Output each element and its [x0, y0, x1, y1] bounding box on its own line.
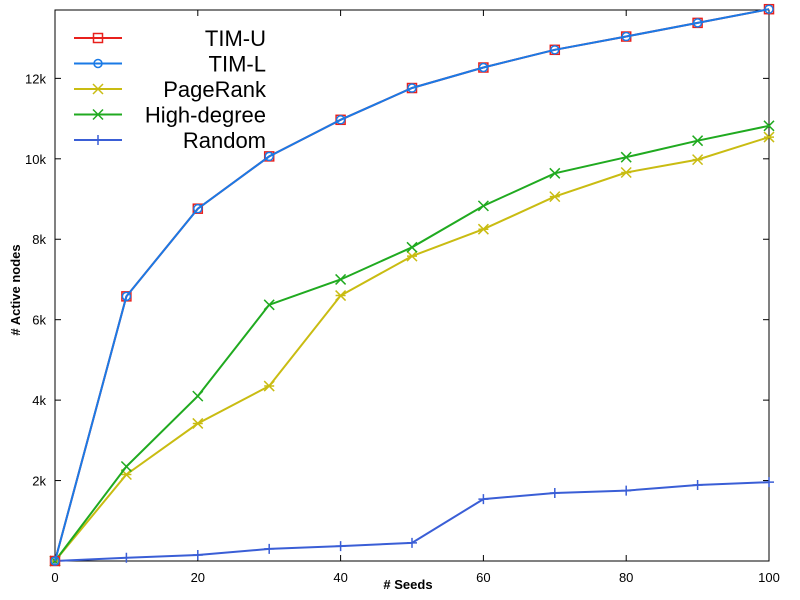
series-line — [54, 124, 770, 562]
series-line — [54, 8, 770, 562]
data-point-marker — [263, 380, 275, 392]
data-point-marker — [692, 135, 704, 147]
data-point-marker — [335, 541, 346, 552]
legend-item: TIM-U — [74, 26, 266, 51]
data-point-marker — [620, 151, 632, 163]
data-point-marker — [93, 58, 103, 69]
data-point-marker — [192, 417, 204, 429]
legend-label: PageRank — [163, 77, 267, 102]
data-point-marker — [121, 552, 132, 563]
series-random — [50, 477, 774, 566]
legend-label: TIM-L — [209, 52, 266, 77]
data-point-marker — [406, 241, 418, 253]
data-point-marker — [192, 549, 203, 560]
data-point-marker — [50, 556, 60, 566]
x-axis-label: # Seeds — [383, 577, 432, 592]
legend-item: Random — [74, 128, 266, 153]
series-pagerank — [49, 131, 775, 567]
legend-item: PageRank — [74, 77, 267, 102]
data-point-marker — [692, 18, 703, 28]
data-point-marker — [764, 477, 774, 488]
data-point-marker — [549, 167, 561, 179]
data-point-marker — [692, 479, 703, 490]
axis-ticks: 0 20 40 60 80 100 2k 4k 6k 8k 10k 12k — [25, 10, 780, 585]
data-point-marker — [335, 290, 347, 302]
data-point-marker — [763, 131, 775, 143]
y-tick-label: 2k — [32, 474, 46, 489]
data-point-marker — [477, 200, 489, 212]
x-tick-label: 0 — [51, 570, 58, 585]
y-tick-label: 12k — [25, 71, 46, 86]
data-point-marker — [621, 31, 631, 42]
x-tick-label: 80 — [619, 570, 633, 585]
series-line — [54, 136, 770, 562]
x-tick-label: 20 — [191, 570, 205, 585]
series-high-degree — [49, 120, 775, 567]
legend-item: High-degree — [74, 103, 266, 128]
data-point-marker — [263, 299, 275, 311]
data-point-marker — [763, 120, 775, 132]
data-point-marker — [549, 488, 560, 499]
data-point-marker — [406, 250, 418, 262]
y-axis-label: # Active nodes — [8, 244, 23, 335]
series-tim-l — [50, 4, 774, 566]
x-tick-label: 60 — [476, 570, 490, 585]
data-point-marker — [92, 32, 104, 44]
legend-label: TIM-U — [205, 26, 266, 51]
data-point-marker — [121, 291, 132, 302]
y-tick-label: 10k — [25, 152, 46, 167]
data-point-marker — [92, 108, 104, 121]
x-tick-label: 40 — [333, 570, 347, 585]
data-point-marker — [335, 273, 347, 285]
data-point-marker — [620, 166, 632, 179]
series-line — [54, 481, 770, 562]
plot-frame — [54, 9, 770, 562]
data-point-marker — [407, 537, 417, 548]
y-tick-label: 4k — [32, 393, 46, 408]
data-point-marker — [477, 223, 489, 235]
data-point-marker — [120, 460, 132, 473]
data-point-marker — [549, 191, 561, 203]
data-point-marker — [264, 151, 274, 162]
legend-item: TIM-L — [74, 52, 266, 77]
y-tick-label: 8k — [32, 232, 46, 247]
data-point-marker — [692, 154, 704, 166]
data-point-marker — [478, 494, 489, 505]
data-point-marker — [92, 83, 104, 95]
data-point-marker — [764, 4, 774, 14]
data-point-marker — [550, 45, 560, 55]
data-point-marker — [193, 203, 203, 214]
legend-label: Random — [183, 128, 266, 153]
series-layer — [49, 3, 775, 567]
data-point-marker — [407, 83, 417, 93]
data-point-marker — [264, 543, 275, 554]
data-point-marker — [192, 390, 204, 402]
x-tick-label: 100 — [758, 570, 780, 585]
y-tick-label: 6k — [32, 313, 46, 328]
data-point-marker — [93, 135, 103, 145]
data-point-marker — [478, 62, 489, 73]
legend-label: High-degree — [145, 103, 266, 128]
data-point-marker — [621, 485, 632, 496]
data-point-marker — [335, 115, 346, 125]
